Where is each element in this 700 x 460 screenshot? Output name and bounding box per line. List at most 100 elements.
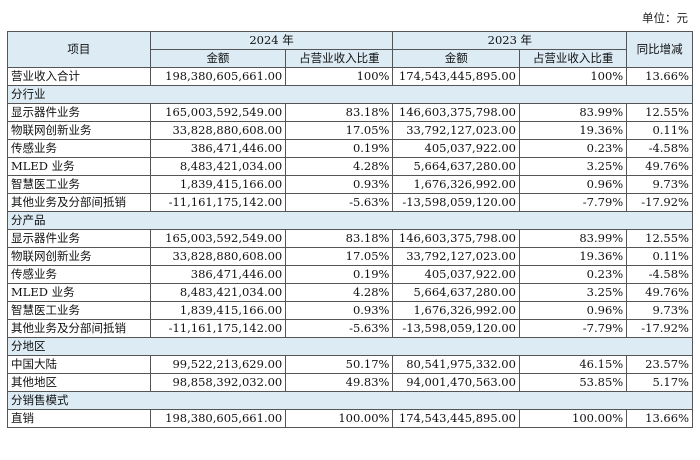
amount-2023: 80,541,975,332.00 bbox=[392, 355, 520, 374]
header-yoy: 同比增减 bbox=[626, 31, 693, 68]
row-label: 传感业务 bbox=[7, 265, 151, 284]
share-2023: 3.25% bbox=[518, 283, 628, 302]
unit-label: 单位：元 bbox=[642, 11, 688, 25]
row-label: 其他业务及分部间抵销 bbox=[7, 319, 151, 338]
amount-2024: 198,380,605,661.00 bbox=[149, 409, 287, 428]
amount-2023: 33,792,127,023.00 bbox=[392, 121, 520, 140]
amount-2024: 1,839,415,166.00 bbox=[149, 301, 287, 320]
row-label: MLED 业务 bbox=[7, 157, 151, 176]
row-label: 直销 bbox=[7, 409, 151, 428]
total-amount-2023: 174,543,445,895.00 bbox=[392, 67, 520, 86]
share-2023: 100.00% bbox=[518, 409, 628, 428]
share-2023: -7.79% bbox=[518, 319, 628, 338]
total-label: 营业收入合计 bbox=[7, 67, 151, 86]
header-item: 项目 bbox=[7, 31, 151, 68]
amount-2024: 165,003,592,549.00 bbox=[149, 229, 287, 248]
row-label: 物联网创新业务 bbox=[7, 247, 151, 266]
header-amount-2024: 金额 bbox=[149, 49, 287, 68]
amount-2023: -13,598,059,120.00 bbox=[392, 319, 520, 338]
amount-2024: -11,161,175,142.00 bbox=[149, 193, 287, 212]
yoy-change: 13.66% bbox=[626, 409, 693, 428]
share-2024: 0.19% bbox=[285, 265, 394, 284]
row-label: 显示器件业务 bbox=[7, 229, 151, 248]
row-label: 显示器件业务 bbox=[7, 103, 151, 122]
header-share-2023: 占营业收入比重 bbox=[518, 49, 628, 68]
share-2024: 83.18% bbox=[285, 229, 394, 248]
amount-2024: 33,828,880,608.00 bbox=[149, 247, 287, 266]
yoy-change: 49.76% bbox=[626, 157, 693, 176]
share-2023: 3.25% bbox=[518, 157, 628, 176]
row-label: 物联网创新业务 bbox=[7, 121, 151, 140]
section-header-row: 分销售模式 bbox=[7, 391, 693, 410]
share-2024: 100.00% bbox=[285, 409, 394, 428]
amount-2023: 405,037,922.00 bbox=[392, 265, 520, 284]
share-2023: 19.36% bbox=[518, 247, 628, 266]
table-row: 传感业务 386,471,446.00 0.19% 405,037,922.00 0.2… bbox=[7, 139, 693, 158]
row-label: 智慧医工业务 bbox=[7, 175, 151, 194]
amount-2024: 165,003,592,549.00 bbox=[149, 103, 287, 122]
table-row: MLED 业务 8,483,421,034.00 4.28% 5,664,637,28… bbox=[7, 157, 693, 176]
section-title: 分行业 bbox=[7, 85, 693, 104]
table-header: 项目 2024 年 2023 年 同比增减 金额 占营业收入比重 金额 占营业收… bbox=[7, 31, 693, 68]
row-label: 传感业务 bbox=[7, 139, 151, 158]
table-row: 其他业务及分部间抵销 -11,161,175,142.00 -5.63% -13,59… bbox=[7, 319, 693, 338]
table-row: 中国大陆 99,522,213,629.00 50.17% 80,541,975,33… bbox=[7, 355, 693, 374]
share-2024: 4.28% bbox=[285, 157, 394, 176]
share-2023: 0.96% bbox=[518, 175, 628, 194]
yoy-change: -4.58% bbox=[626, 265, 693, 284]
amount-2023: 5,664,637,280.00 bbox=[392, 157, 520, 176]
yoy-change: 49.76% bbox=[626, 283, 693, 302]
table-row: 智慧医工业务 1,839,415,166.00 0.93% 1,676,326,992… bbox=[7, 175, 693, 194]
amount-2023: 5,664,637,280.00 bbox=[392, 283, 520, 302]
table-row: 显示器件业务 165,003,592,549.00 83.18% 146,603,37… bbox=[7, 103, 693, 122]
total-share-2024: 100% bbox=[285, 67, 394, 86]
share-2024: -5.63% bbox=[285, 319, 394, 338]
amount-2023: 405,037,922.00 bbox=[392, 139, 520, 158]
yoy-change: -17.92% bbox=[626, 319, 693, 338]
row-label: 其他业务及分部间抵销 bbox=[7, 193, 151, 212]
share-2023: 0.96% bbox=[518, 301, 628, 320]
total-share-2023: 100% bbox=[518, 67, 628, 86]
header-amount-2023: 金额 bbox=[392, 49, 520, 68]
amount-2024: 8,483,421,034.00 bbox=[149, 157, 287, 176]
share-2024: 0.93% bbox=[285, 301, 394, 320]
revenue-table: 项目 2024 年 2023 年 同比增减 金额 占营业收入比重 金额 占营业收… bbox=[7, 31, 693, 428]
header-year-2024: 2024 年 bbox=[149, 31, 394, 50]
share-2024: 17.05% bbox=[285, 247, 394, 266]
share-2023: 83.99% bbox=[518, 103, 628, 122]
row-label: 智慧医工业务 bbox=[7, 301, 151, 320]
table-row: 物联网创新业务 33,828,880,608.00 17.05% 33,792,127… bbox=[7, 247, 693, 266]
total-yoy: 13.66% bbox=[626, 67, 693, 86]
section-title: 分产品 bbox=[7, 211, 693, 230]
header-year-2023: 2023 年 bbox=[392, 31, 628, 50]
section-header-row: 分地区 bbox=[7, 337, 693, 356]
amount-2024: 33,828,880,608.00 bbox=[149, 121, 287, 140]
share-2024: 0.93% bbox=[285, 175, 394, 194]
share-2024: -5.63% bbox=[285, 193, 394, 212]
yoy-change: 0.11% bbox=[626, 247, 693, 266]
amount-2023: 1,676,326,992.00 bbox=[392, 301, 520, 320]
yoy-change: -17.92% bbox=[626, 193, 693, 212]
section-header-row: 分行业 bbox=[7, 85, 693, 104]
table-row: MLED 业务 8,483,421,034.00 4.28% 5,664,637,28… bbox=[7, 283, 693, 302]
amount-2023: 33,792,127,023.00 bbox=[392, 247, 520, 266]
amount-2023: -13,598,059,120.00 bbox=[392, 193, 520, 212]
yoy-change: 9.73% bbox=[626, 175, 693, 194]
amount-2024: 8,483,421,034.00 bbox=[149, 283, 287, 302]
amount-2023: 146,603,375,798.00 bbox=[392, 103, 520, 122]
table-row: 物联网创新业务 33,828,880,608.00 17.05% 33,792,127… bbox=[7, 121, 693, 140]
section-title: 分销售模式 bbox=[7, 391, 693, 410]
table-row: 其他地区 98,858,392,032.00 49.83% 94,001,470,56… bbox=[7, 373, 693, 392]
section-header-row: 分产品 bbox=[7, 211, 693, 230]
share-2024: 0.19% bbox=[285, 139, 394, 158]
share-2024: 83.18% bbox=[285, 103, 394, 122]
share-2023: 46.15% bbox=[518, 355, 628, 374]
table-row: 智慧医工业务 1,839,415,166.00 0.93% 1,676,326,992… bbox=[7, 301, 693, 320]
amount-2023: 94,001,470,563.00 bbox=[392, 373, 520, 392]
share-2024: 17.05% bbox=[285, 121, 394, 140]
header-share-2024: 占营业收入比重 bbox=[285, 49, 394, 68]
share-2024: 4.28% bbox=[285, 283, 394, 302]
table-body: 营业收入合计 198,380,605,661.00 100% 174,543,4… bbox=[7, 67, 693, 428]
share-2023: 0.23% bbox=[518, 139, 628, 158]
yoy-change: 23.57% bbox=[626, 355, 693, 374]
